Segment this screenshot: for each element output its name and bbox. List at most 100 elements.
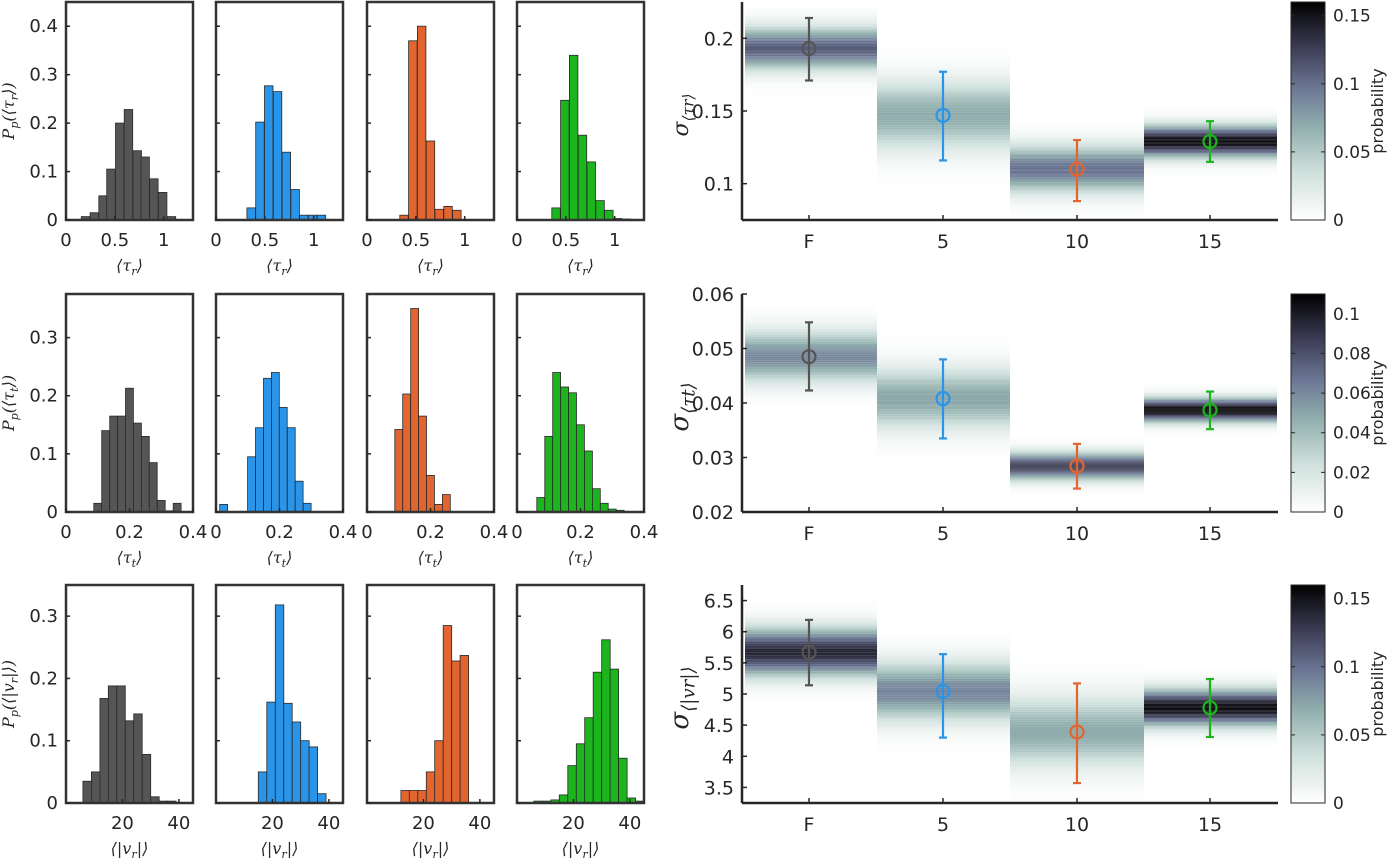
heat-cell (745, 70, 877, 72)
heat-cell (877, 169, 1010, 173)
x-axis-label: ⟨|vr​|⟩ (261, 839, 299, 860)
histogram-bar (274, 604, 285, 804)
histogram-frame (365, 583, 496, 805)
heat-cell (877, 45, 1010, 49)
heat-cell (745, 356, 877, 359)
heat-cell (1010, 203, 1144, 205)
x-tick-label: 40 (167, 813, 190, 834)
heat-cell (745, 341, 877, 344)
heat-cell (877, 629, 1010, 632)
sigma-panel-sigma_tau_r: 0.1 0.15 0.2 F 5 10 15 σ⟨τr⟩​ 0 0.05 0.1 0.15 probab… (669, 1, 1387, 253)
histogram-bar (107, 685, 118, 804)
heat-cell (745, 695, 877, 698)
heat-cell (1144, 174, 1277, 176)
heat-cell (1144, 386, 1277, 388)
heat-cell (877, 187, 1010, 190)
x-tick-label: 40 (618, 813, 641, 834)
heat-cell (1144, 387, 1277, 389)
heat-cell (877, 442, 1010, 446)
heat-cell (745, 46, 877, 49)
histogram-vr-5: 20 40 ⟨|vr​|⟩ (214, 583, 345, 861)
heat-cell (745, 629, 877, 632)
heat-cell (1144, 115, 1277, 118)
heat-cell (1010, 204, 1144, 207)
x-tick-label: 10 (1065, 231, 1089, 253)
histogram-bar (270, 372, 280, 513)
heat-cell (877, 742, 1010, 745)
heat-cell (877, 644, 1010, 647)
x-tick-label: F (804, 814, 815, 836)
histogram-bar (123, 109, 134, 221)
heat-cell (877, 456, 1010, 459)
heat-cell (877, 341, 1010, 344)
histogram-bar (109, 415, 118, 513)
heat-cell (745, 37, 877, 40)
histogram-bar (576, 424, 585, 513)
histogram-bar (294, 480, 304, 513)
heat-cell (745, 626, 877, 629)
histogram-bar (93, 502, 103, 513)
heat-cell (745, 660, 877, 663)
heat-cell (1144, 165, 1277, 168)
heat-cell (1144, 740, 1277, 743)
histogram-bar (599, 502, 609, 513)
colorbar-tick-label: 0.08 (1333, 344, 1371, 364)
heat-cell (745, 681, 877, 684)
heat-cell (1010, 136, 1144, 139)
heat-cell (1144, 171, 1277, 173)
heat-cell (745, 300, 877, 303)
histogram-bar (291, 721, 302, 804)
histogram-bar (300, 740, 310, 804)
heat-cell (877, 462, 1010, 465)
histogram-bar (140, 435, 150, 513)
heat-cell (877, 738, 1010, 741)
heat-cell (1144, 114, 1277, 116)
heat-cell (745, 679, 877, 682)
colorbar-label: probability (1368, 651, 1387, 736)
histogram-bar (595, 200, 605, 221)
histogram-frame (214, 0, 345, 222)
heat-cell (1144, 388, 1277, 390)
histogram-bar (417, 790, 427, 804)
heat-cell (1010, 663, 1144, 667)
x-axis-label: ⟨τr​⟩ (417, 256, 444, 278)
histogram-bar (133, 422, 142, 513)
heat-cell (745, 19, 877, 21)
heat-cell (877, 40, 1010, 44)
heat-cell (745, 638, 877, 641)
heat-cell (745, 65, 877, 68)
heat-cell (745, 386, 877, 389)
heat-cell (877, 447, 1010, 450)
heat-cell (745, 602, 877, 604)
heat-cell (877, 58, 1010, 61)
heat-cell (745, 74, 877, 77)
histogram-tau_r-F: 0 0.5 1 0 0.1 0.2 0.3 0.4 Pp​(⟨τr​⟩) ⟨τr​⟩ (0, 0, 195, 278)
y-tick-label: 4 (722, 746, 734, 768)
histogram-bar (592, 671, 603, 804)
heat-cell (1144, 169, 1277, 171)
heat-cell (877, 740, 1010, 743)
heat-cell (1144, 385, 1277, 387)
heat-cell (745, 328, 877, 331)
x-tick-label: 5 (937, 814, 949, 836)
heat-cell (877, 179, 1010, 183)
heat-cell (745, 702, 877, 705)
heat-cell (1144, 674, 1277, 676)
heat-cell (745, 317, 877, 320)
heat-cell (877, 636, 1010, 639)
heat-cell (745, 323, 877, 326)
histogram-bar (394, 429, 404, 513)
heat-cell (745, 345, 877, 348)
heat-cell (745, 39, 877, 41)
heat-cell (745, 621, 877, 623)
heat-cell (1010, 438, 1144, 440)
heat-cell (745, 364, 877, 366)
colorbar (1290, 1, 1326, 221)
histogram-bar (410, 308, 420, 513)
heat-cell (745, 609, 877, 611)
heat-cell (877, 648, 1010, 652)
heat-cell (745, 68, 877, 71)
histogram-bar (99, 698, 109, 804)
histogram-tau_t-10: 0 0.2 0.4 ⟨τt​⟩ (361, 292, 508, 570)
heat-cell (1144, 110, 1277, 112)
